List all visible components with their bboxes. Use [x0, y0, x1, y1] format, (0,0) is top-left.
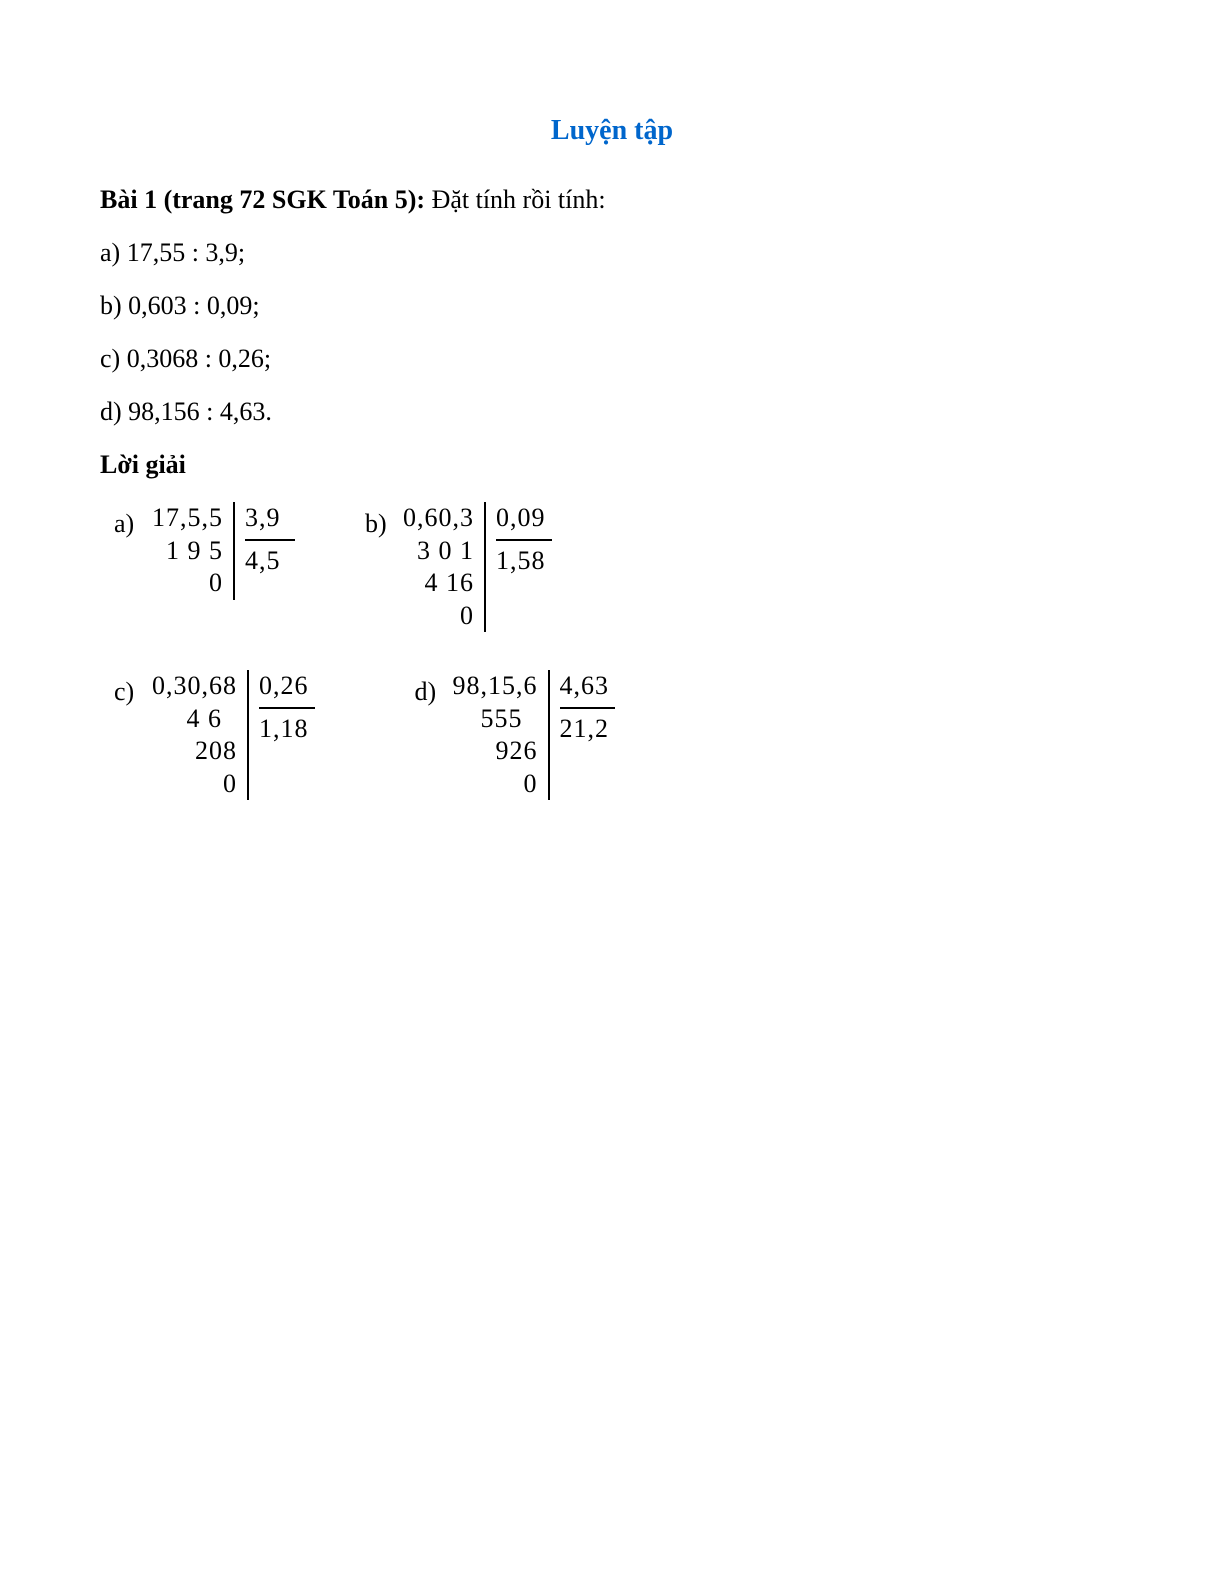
work-b-label: b): [365, 504, 393, 543]
work-a: a) 17,5,5 1 9 5 0 3,9 4,5: [114, 502, 295, 632]
work-c-divisor-col: 0,26 1,18: [247, 670, 315, 800]
problem-statement: Bài 1 (trang 72 SGK Toán 5): Đặt tính rồ…: [100, 180, 1124, 219]
work-d-division: 98,15,6 555 926 0 4,63 21,2: [453, 670, 616, 800]
dividend-line: 4 16: [425, 567, 475, 600]
work-row-1: a) 17,5,5 1 9 5 0 3,9 4,5 b) 0,60,3 3 0 …: [114, 502, 1124, 632]
item-b: b) 0,603 : 0,09;: [100, 286, 1124, 325]
dividend-line: 98,15,6: [453, 670, 538, 703]
dividend-line: 555: [481, 703, 538, 736]
problem-items: a) 17,55 : 3,9; b) 0,603 : 0,09; c) 0,30…: [100, 233, 1124, 431]
page-title: Luyện tập: [100, 110, 1124, 152]
problem-prompt: Đặt tính rồi tính:: [425, 185, 606, 214]
dividend-line: 0: [223, 768, 237, 801]
work-b-divisor-col: 0,09 1,58: [484, 502, 552, 632]
work-c: c) 0,30,68 4 6 208 0 0,26 1,18: [114, 670, 315, 800]
work-d-quotient: 21,2: [560, 709, 616, 746]
dividend-line: 3 0 1: [417, 535, 474, 568]
problem-label: Bài 1 (trang 72 SGK Toán 5):: [100, 185, 425, 214]
dividend-line: 0: [209, 567, 223, 600]
work-b-dividend: 0,60,3 3 0 1 4 16 0: [403, 502, 484, 632]
work-row-2: c) 0,30,68 4 6 208 0 0,26 1,18 d) 98,15,…: [114, 670, 1124, 800]
dividend-line: 208: [195, 735, 237, 768]
work-a-divisor-col: 3,9 4,5: [233, 502, 295, 600]
work-a-label: a): [114, 504, 142, 543]
work-a-quotient: 4,5: [245, 541, 295, 578]
work-b-divisor: 0,09: [496, 502, 552, 541]
work-d-divisor-col: 4,63 21,2: [548, 670, 616, 800]
work-a-dividend: 17,5,5 1 9 5 0: [152, 502, 233, 600]
dividend-line: 17,5,5: [152, 502, 223, 535]
item-d: d) 98,156 : 4,63.: [100, 392, 1124, 431]
dividend-line: 0,30,68: [152, 670, 237, 703]
work-b-quotient: 1,58: [496, 541, 552, 578]
solution-work: a) 17,5,5 1 9 5 0 3,9 4,5 b) 0,60,3 3 0 …: [100, 502, 1124, 800]
work-d-label: d): [415, 672, 443, 711]
work-b: b) 0,60,3 3 0 1 4 16 0 0,09 1,58: [365, 502, 552, 632]
dividend-line: 4 6: [187, 703, 238, 736]
item-c: c) 0,3068 : 0,26;: [100, 339, 1124, 378]
item-a: a) 17,55 : 3,9;: [100, 233, 1124, 272]
work-d: d) 98,15,6 555 926 0 4,63 21,2: [415, 670, 616, 800]
dividend-line: 0,60,3: [403, 502, 474, 535]
dividend-line: 0: [460, 600, 474, 633]
work-c-divisor: 0,26: [259, 670, 315, 709]
work-d-divisor: 4,63: [560, 670, 616, 709]
solution-heading: Lời giải: [100, 445, 1124, 484]
work-a-division: 17,5,5 1 9 5 0 3,9 4,5: [152, 502, 295, 600]
dividend-line: 0: [524, 768, 538, 801]
work-c-dividend: 0,30,68 4 6 208 0: [152, 670, 247, 800]
dividend-line: 926: [496, 735, 538, 768]
dividend-line: 1 9 5: [166, 535, 223, 568]
work-b-division: 0,60,3 3 0 1 4 16 0 0,09 1,58: [403, 502, 552, 632]
work-d-dividend: 98,15,6 555 926 0: [453, 670, 548, 800]
work-c-label: c): [114, 672, 142, 711]
work-c-division: 0,30,68 4 6 208 0 0,26 1,18: [152, 670, 315, 800]
work-c-quotient: 1,18: [259, 709, 315, 746]
work-a-divisor: 3,9: [245, 502, 295, 541]
